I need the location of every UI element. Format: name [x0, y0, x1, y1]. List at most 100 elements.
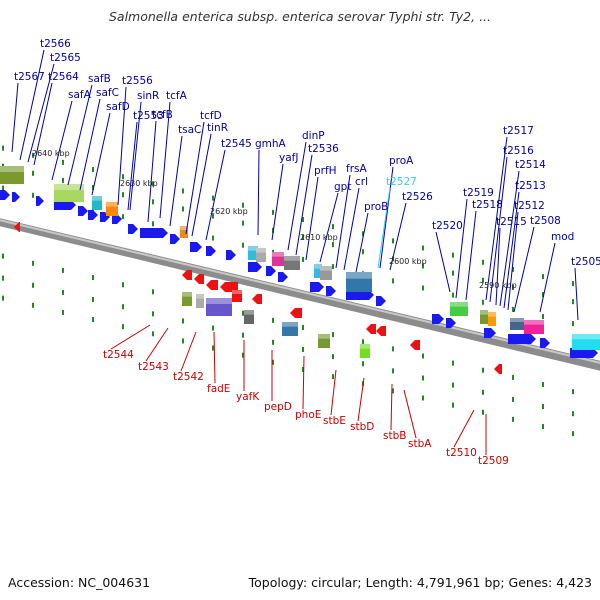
leader-line: [127, 121, 138, 211]
feature-block-shine: [248, 246, 258, 251]
gene-label-tcfB: tcfB: [152, 109, 173, 121]
gene-label-t2508: t2508: [530, 215, 561, 227]
leader-line: [389, 202, 407, 271]
leader-line: [67, 84, 93, 186]
gene-label-yafK: yafK: [236, 391, 260, 403]
tick-mark: [2, 275, 4, 281]
leader-line: [335, 174, 351, 269]
gene-arrow: [540, 338, 550, 348]
feature-block: [272, 252, 284, 266]
feature-block: [182, 292, 192, 306]
feature-block: [232, 290, 242, 302]
tick-mark: [422, 395, 424, 401]
feature-block: [0, 166, 24, 184]
leader-line: [180, 331, 197, 372]
leader-line: [257, 149, 260, 236]
feature-block-shine: [180, 226, 188, 230]
tick-mark: [2, 295, 4, 301]
tick-mark: [452, 402, 454, 408]
feature-block-shine: [232, 290, 242, 294]
leader-line: [117, 86, 127, 206]
gene-arrow: [206, 280, 218, 290]
kbp-label: 2630 kbp: [120, 179, 158, 188]
gene-arrow: [346, 290, 374, 300]
feature-block-shine: [272, 252, 284, 257]
leader-line: [330, 369, 337, 416]
gene-label-t2527: t2527: [386, 176, 417, 188]
leader-line: [145, 327, 169, 362]
gene-arrow: [88, 210, 98, 220]
tick-mark: [212, 325, 214, 331]
gene-arrow: [252, 294, 262, 304]
tick-mark: [512, 306, 514, 312]
tick-mark: [122, 214, 124, 220]
tick-mark: [302, 324, 304, 330]
feature-block: [196, 294, 204, 308]
gene-arrow: [310, 282, 324, 292]
gene-label-t2516: t2516: [503, 145, 534, 157]
tick-mark: [572, 321, 574, 327]
map-title: Salmonella enterica subsp. enterica sero…: [108, 9, 492, 24]
tick-mark: [92, 275, 94, 281]
tick-mark: [182, 318, 184, 324]
tick-mark: [152, 199, 154, 205]
gene-label-t2543: t2543: [138, 361, 169, 373]
tick-mark: [152, 289, 154, 295]
gene-arrow: [290, 308, 302, 318]
tick-mark: [152, 221, 154, 227]
tick-mark: [452, 360, 454, 366]
leader-line: [169, 135, 183, 227]
gene-label-safD: safD: [106, 101, 130, 113]
feature-block-shine: [346, 272, 372, 279]
leader-line: [453, 409, 475, 448]
gene-label-dinP: dinP: [302, 130, 325, 142]
leader-line: [91, 112, 111, 196]
gene-label-t2512: t2512: [514, 200, 545, 212]
leader-line: [159, 101, 171, 219]
tick-mark: [332, 264, 334, 270]
feature-block-shine: [314, 264, 322, 269]
gene-arrow: [484, 328, 496, 338]
tick-mark: [152, 311, 154, 317]
gene-arrow: [366, 324, 376, 334]
feature-block-shine: [0, 166, 24, 172]
gene-label-prfH: prfH: [314, 165, 337, 177]
leader-line: [357, 377, 365, 422]
leader-line: [485, 136, 508, 301]
gene-label-pepD: pepD: [264, 401, 292, 413]
gene-label-crl: crl: [355, 176, 368, 188]
tick-mark: [302, 346, 304, 352]
tick-mark: [122, 174, 124, 180]
tick-mark: [452, 270, 454, 276]
gene-label-stbB: stbB: [383, 430, 406, 442]
leader-line: [455, 198, 468, 299]
tick-marks: [2, 145, 574, 437]
gene-arrow: [170, 234, 180, 244]
tick-mark: [332, 332, 334, 338]
tick-mark: [452, 252, 454, 258]
gene-arrow: [0, 190, 10, 200]
gene-label-safB: safB: [88, 73, 111, 85]
feature-block: [106, 202, 118, 216]
tick-mark: [542, 292, 544, 298]
tick-mark: [332, 374, 334, 380]
feature-block: [346, 272, 372, 292]
feature-block-shine: [510, 318, 524, 322]
gene-label-t2518: t2518: [472, 199, 503, 211]
feature-block-shine: [106, 202, 118, 207]
gene-arrow: [194, 274, 204, 284]
tick-mark: [512, 266, 514, 272]
gene-label-t2544: t2544: [103, 349, 134, 361]
tick-mark: [152, 181, 154, 187]
feature-block: [282, 322, 298, 336]
tick-mark: [542, 404, 544, 410]
feature-block: [318, 334, 330, 348]
tick-mark: [32, 260, 34, 266]
tick-mark: [332, 242, 334, 248]
gene-arrow: [326, 286, 336, 296]
gene-arrow: [266, 266, 276, 276]
feature-block-shine: [572, 334, 600, 340]
tick-mark: [122, 192, 124, 198]
gene-arrow: [226, 250, 236, 260]
